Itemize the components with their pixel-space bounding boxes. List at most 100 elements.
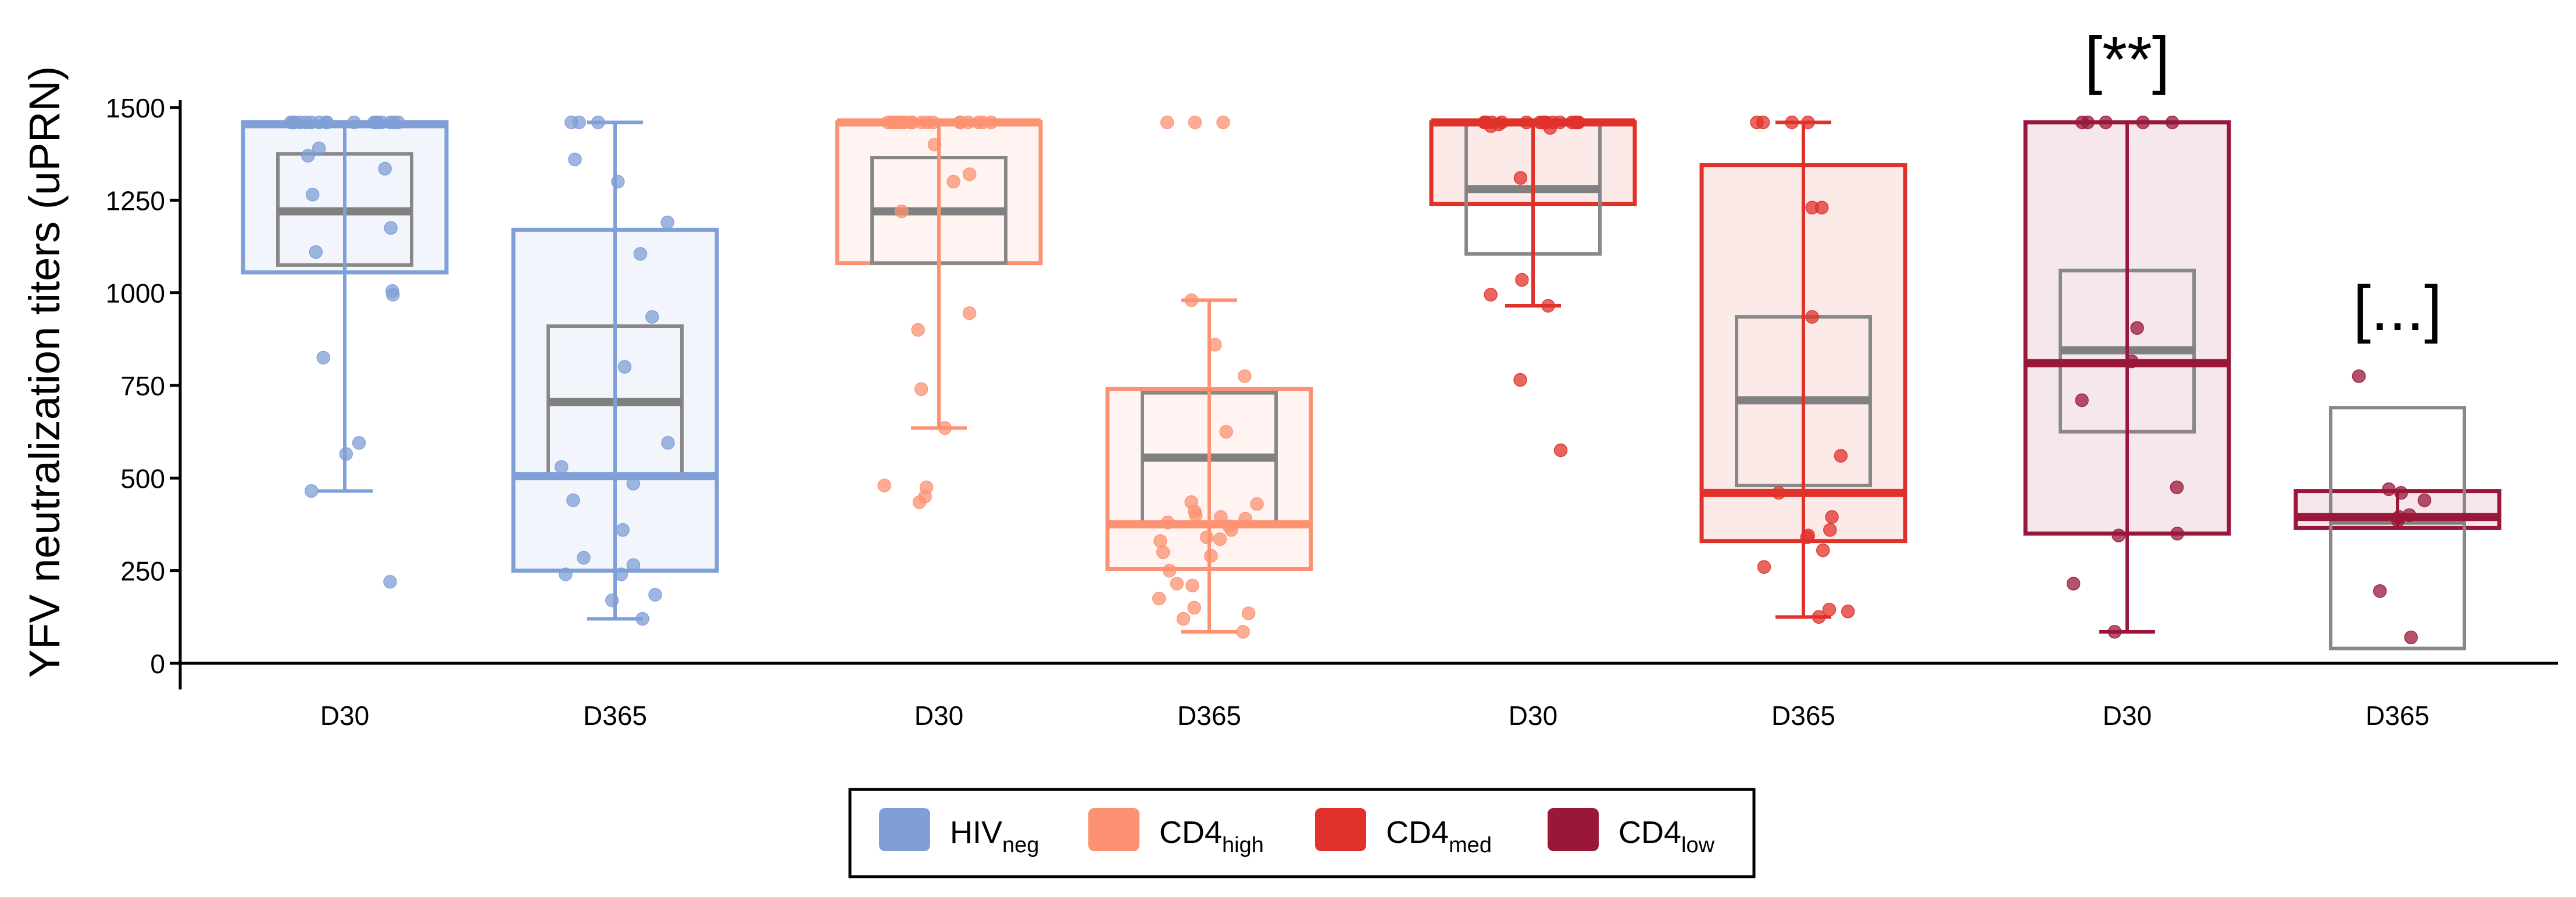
data-point	[1515, 273, 1529, 287]
data-point	[2130, 321, 2144, 335]
data-point	[1216, 115, 1230, 130]
y-tick-label: 500	[120, 463, 165, 494]
data-point	[633, 246, 648, 261]
data-point	[1801, 115, 1815, 130]
data-point	[352, 436, 366, 450]
data-point	[877, 478, 891, 492]
data-point	[1238, 369, 1252, 383]
data-point	[1484, 119, 1498, 133]
data-point	[616, 523, 630, 537]
data-point	[370, 115, 384, 130]
data-point	[648, 588, 662, 602]
data-point	[1800, 530, 1814, 545]
box-CD4high-D365	[1105, 298, 1313, 634]
data-point	[1188, 115, 1202, 130]
data-point	[626, 477, 641, 491]
data-point	[961, 115, 976, 130]
data-point	[566, 493, 580, 508]
data-point	[2394, 486, 2408, 500]
data-point	[2404, 630, 2418, 645]
data-point	[1805, 310, 1819, 324]
data-point	[2066, 577, 2081, 591]
legend-frame	[848, 788, 1756, 878]
data-point	[386, 288, 400, 302]
data-point	[1816, 543, 1830, 558]
data-point	[1513, 373, 1527, 387]
data-point	[384, 221, 398, 235]
data-point	[946, 174, 960, 189]
legend-label-subscript: high	[1222, 833, 1264, 857]
data-point	[301, 149, 315, 163]
data-point	[568, 152, 582, 166]
data-point	[2165, 115, 2180, 130]
x-tick-label: D30	[2103, 701, 2152, 731]
data-point	[559, 567, 573, 581]
data-point	[1160, 115, 1174, 130]
data-point	[1204, 549, 1218, 563]
data-point	[1214, 510, 1228, 524]
data-point	[1822, 602, 1837, 617]
data-point	[1484, 288, 1498, 302]
data-point	[1543, 121, 1557, 135]
data-point	[1771, 486, 1786, 500]
data-point	[911, 323, 925, 337]
x-tick-label: D30	[914, 701, 963, 731]
data-point	[962, 306, 977, 320]
data-point	[309, 245, 323, 259]
data-point	[1200, 530, 1214, 545]
data-point	[1162, 563, 1177, 578]
data-point	[1823, 523, 1837, 537]
x-tick-label: D365	[1177, 701, 1241, 731]
data-point	[1834, 449, 1848, 463]
data-point	[591, 115, 605, 130]
data-point	[286, 115, 301, 130]
legend-label-subscript: low	[1681, 833, 1715, 857]
data-point	[661, 436, 675, 450]
y-tick-label: 1500	[106, 93, 165, 123]
data-point	[347, 115, 361, 130]
data-point	[614, 567, 628, 581]
significance-annotation: [...]	[2353, 273, 2442, 344]
data-point	[926, 115, 940, 130]
data-point	[2075, 115, 2089, 130]
box-CD4med-D365	[1699, 120, 1907, 619]
x-tick-label: D365	[2366, 701, 2429, 731]
data-point	[2373, 584, 2387, 598]
data-point	[1219, 424, 1233, 439]
data-point	[1825, 510, 1839, 524]
data-point	[1208, 338, 1222, 352]
data-point	[305, 188, 320, 202]
data-point	[885, 115, 899, 130]
data-point	[1185, 578, 1199, 592]
data-point	[626, 558, 641, 572]
data-point	[938, 421, 952, 435]
data-point	[635, 612, 649, 626]
data-point	[378, 162, 392, 176]
legend-swatch	[879, 808, 930, 851]
data-point	[660, 215, 674, 230]
data-point	[1176, 612, 1191, 626]
data-point	[2136, 115, 2150, 130]
data-point	[2125, 354, 2139, 369]
data-point	[605, 593, 619, 607]
data-point	[1814, 201, 1829, 215]
y-axis-label: YFV neutralization titers (uPRN)	[20, 66, 69, 678]
data-point	[320, 115, 334, 130]
box-HIVneg-D365	[511, 120, 719, 621]
data-point	[914, 382, 928, 396]
data-point	[2111, 528, 2125, 542]
x-tick-label: D365	[583, 701, 647, 731]
data-point	[1757, 560, 1771, 574]
box-CD4med-D30	[1429, 118, 1637, 308]
x-tick-label: D30	[320, 701, 369, 731]
data-point	[1750, 115, 1764, 130]
y-tick-label: 1250	[106, 185, 165, 216]
data-point	[1541, 299, 1555, 313]
box-CD4low-D365	[2293, 406, 2502, 651]
data-point	[927, 137, 942, 152]
data-point	[1785, 115, 1799, 130]
data-point	[611, 174, 625, 189]
data-point	[1519, 115, 1534, 130]
data-point	[1224, 523, 1238, 537]
data-point	[2075, 393, 2089, 408]
